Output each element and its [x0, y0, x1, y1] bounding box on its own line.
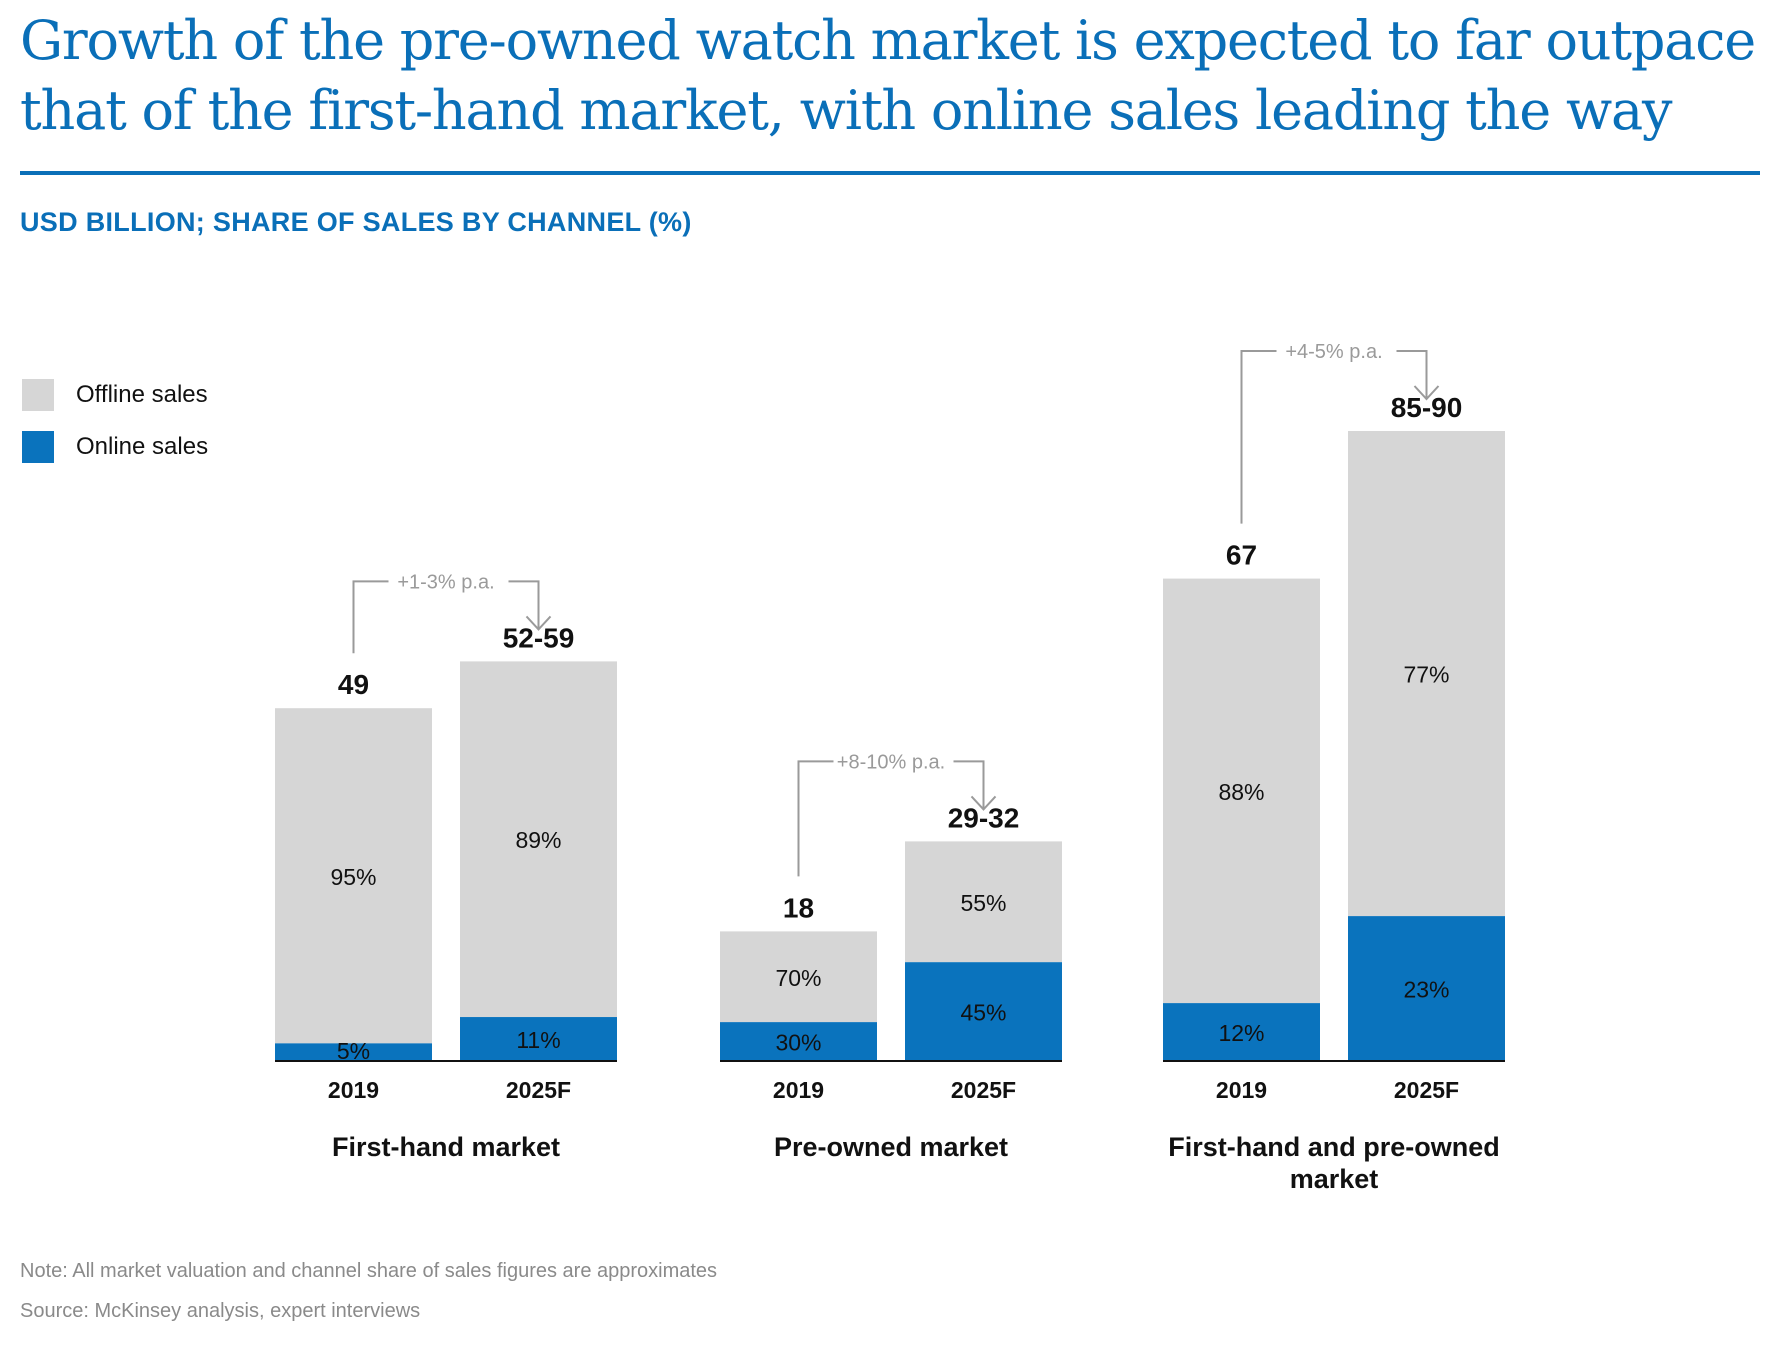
bar-online-segment: [905, 962, 1062, 1061]
x-tick-label: 2019: [773, 1077, 824, 1103]
x-tick-label: 2025F: [506, 1077, 571, 1103]
growth-connector: [1240, 350, 1277, 524]
bar-offline-segment: [720, 931, 877, 1023]
group-label: First-hand market: [332, 1132, 560, 1162]
legend: Offline sales Online sales: [22, 378, 208, 482]
growth-rate-label: +1-3% p.a.: [397, 571, 494, 593]
bar-online-segment: [720, 1022, 877, 1061]
growth-arrow-head: [525, 615, 552, 631]
group-label: Pre-owned market: [774, 1132, 1008, 1162]
bar-total-label: 49: [338, 669, 369, 700]
offline-pct-label: 55%: [960, 890, 1006, 916]
growth-connector: [508, 580, 540, 630]
legend-label-online: Online sales: [76, 433, 209, 460]
legend-swatch-offline: [22, 379, 54, 411]
group-label: market: [1290, 1164, 1379, 1194]
bar-online-segment: [460, 1017, 617, 1061]
bar-offline-segment: [275, 708, 432, 1044]
bar-offline-segment: [905, 841, 1062, 963]
offline-pct-label: 70%: [775, 965, 821, 991]
legend-swatch-online: [22, 431, 54, 463]
chart-title-line-1: Growth of the pre-owned watch market is …: [20, 9, 1756, 72]
chart-title: Growth of the pre-owned watch market is …: [20, 6, 1760, 146]
bar-offline-segment: [1163, 578, 1320, 1004]
growth-arrow-head: [1413, 385, 1440, 401]
online-pct-label: 12%: [1218, 1020, 1264, 1046]
footer-note: Note: All market valuation and channel s…: [20, 1260, 718, 1282]
growth-connector: [1396, 350, 1428, 399]
footer-source: Source: McKinsey analysis, expert interv…: [20, 1300, 421, 1322]
growth-rate-label: +4-5% p.a.: [1285, 341, 1382, 363]
legend-item-offline: Offline sales: [22, 378, 208, 412]
online-pct-label: 11%: [516, 1027, 560, 1053]
bar-online-segment: [1163, 1003, 1320, 1061]
offline-pct-label: 88%: [1218, 779, 1264, 805]
growth-rate-label: +8-10% p.a.: [837, 751, 945, 773]
x-tick-label: 2019: [328, 1077, 379, 1103]
offline-pct-label: 77%: [1403, 662, 1449, 688]
bar-online-segment: [1348, 916, 1505, 1061]
legend-label-offline: Offline sales: [76, 381, 208, 408]
chart-title-line-2: that of the first-hand market, with onli…: [20, 79, 1673, 142]
x-tick-label: 2019: [1216, 1077, 1267, 1103]
x-tick-label: 2025F: [1394, 1077, 1459, 1103]
growth-arrow-head: [970, 795, 997, 811]
bar-online-segment: [275, 1043, 432, 1061]
online-pct-label: 30%: [775, 1030, 821, 1056]
group-label: First-hand and pre-owned: [1168, 1132, 1500, 1162]
bar-total-label: 18: [783, 892, 814, 923]
online-pct-label: 45%: [960, 1000, 1006, 1026]
bar-offline-segment: [460, 661, 617, 1018]
growth-connector: [953, 760, 985, 810]
growth-connector: [352, 580, 389, 654]
growth-connector: [797, 760, 834, 877]
offline-pct-label: 95%: [330, 864, 376, 890]
title-divider: [20, 171, 1760, 175]
chart-subtitle: USD BILLION; SHARE OF SALES BY CHANNEL (…: [20, 207, 692, 237]
x-tick-label: 2025F: [951, 1077, 1016, 1103]
offline-pct-label: 89%: [515, 827, 561, 853]
online-pct-label: 5%: [337, 1038, 370, 1064]
legend-item-online: Online sales: [22, 430, 208, 464]
bar-offline-segment: [1348, 431, 1505, 917]
bar-total-label: 67: [1226, 540, 1257, 571]
online-pct-label: 23%: [1403, 977, 1449, 1003]
